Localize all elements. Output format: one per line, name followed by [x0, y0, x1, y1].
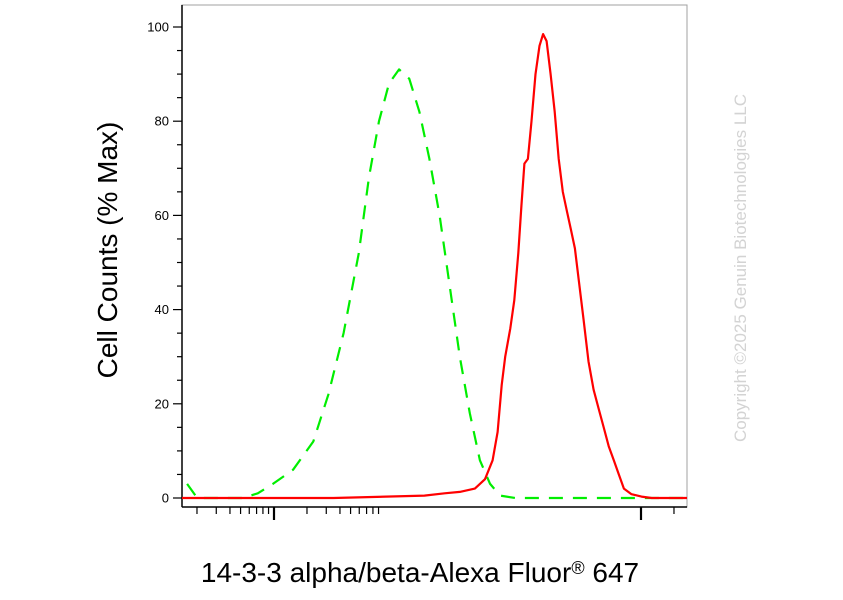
series-layer: [182, 33, 687, 500]
plot-frame: [181, 4, 688, 508]
y-tick-label: 40: [155, 302, 169, 317]
y-tick-label: 20: [155, 396, 169, 411]
y-tick-label: 0: [162, 491, 169, 506]
x-axis-ticks: [196, 507, 675, 520]
x-axis-title: 14-3-3 alpha/beta-Alexa Fluor® 647: [201, 557, 639, 588]
dashed-histogram-curve: [186, 68, 687, 500]
y-axis-title: Cell Counts (% Max): [92, 122, 123, 379]
plot-border: [181, 4, 688, 508]
y-tick-label: 80: [155, 114, 169, 129]
y-tick-label: 100: [147, 20, 169, 35]
solid-histogram-curve: [182, 33, 687, 500]
copyright-watermark: Copyright ©2025 Genuin Biotechnologies L…: [731, 94, 750, 442]
y-axis-ticks: 0 20 40 60 80 100: [147, 20, 182, 506]
y-tick-label: 60: [155, 208, 169, 223]
